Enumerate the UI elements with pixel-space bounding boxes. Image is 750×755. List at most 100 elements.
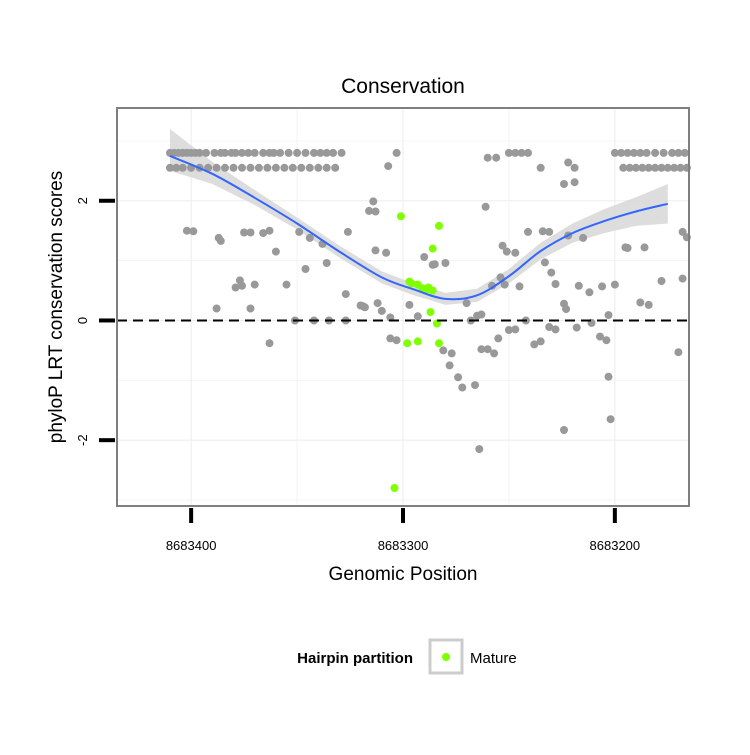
data-point	[305, 163, 314, 172]
data-point	[373, 299, 382, 308]
data-point	[392, 336, 401, 345]
data-point	[202, 148, 210, 157]
data-point-mature	[413, 337, 422, 346]
data-point	[343, 227, 352, 236]
data-point	[189, 227, 198, 236]
smooth-line	[169, 154, 669, 301]
data-point	[166, 163, 174, 172]
data-point	[511, 325, 520, 334]
data-point	[210, 148, 219, 157]
points-all-layer	[166, 148, 691, 454]
data-point	[564, 158, 573, 167]
data-point	[636, 148, 645, 157]
data-point	[475, 445, 484, 454]
data-point	[254, 163, 263, 172]
data-point	[305, 233, 314, 242]
data-point	[657, 277, 666, 285]
data-point	[369, 197, 378, 206]
data-point	[386, 334, 395, 343]
data-point	[524, 227, 532, 236]
gridlines	[117, 108, 689, 506]
data-point	[172, 163, 181, 172]
data-point	[384, 162, 393, 171]
data-point	[231, 148, 240, 157]
data-point-mature	[435, 339, 443, 348]
data-point	[216, 236, 225, 245]
data-point	[238, 148, 246, 157]
data-point	[640, 243, 649, 252]
data-point	[680, 148, 689, 157]
data-point	[598, 282, 607, 291]
data-point-mature	[428, 244, 437, 253]
data-point	[322, 163, 331, 172]
data-point	[445, 361, 454, 370]
legend-title: Hairpin partition	[297, 650, 413, 667]
data-point	[545, 227, 554, 236]
data-point	[221, 148, 229, 157]
data-point	[678, 274, 687, 283]
data-point	[540, 258, 549, 267]
data-point	[663, 163, 672, 172]
data-point	[341, 290, 350, 299]
data-point	[496, 273, 505, 282]
data-point	[551, 325, 560, 334]
data-point	[405, 300, 414, 309]
data-point	[483, 345, 492, 354]
data-point	[606, 415, 615, 424]
plot-panel-border	[116, 107, 690, 507]
smooth-line-layer	[169, 154, 669, 301]
data-point	[560, 180, 568, 188]
y-tick-label: -2	[75, 434, 90, 446]
data-point	[625, 163, 634, 172]
data-point	[502, 247, 511, 256]
data-point	[259, 148, 268, 157]
x-tick-label: 8683200	[590, 538, 641, 553]
data-point	[276, 148, 285, 157]
data-point	[560, 426, 568, 434]
data-point	[259, 229, 268, 238]
data-point	[596, 332, 604, 341]
data-point	[322, 148, 331, 157]
data-point	[572, 323, 581, 332]
data-point-mature	[426, 308, 435, 317]
data-point	[562, 305, 571, 314]
data-point	[619, 163, 628, 172]
data-point	[623, 244, 632, 252]
data-point	[481, 202, 490, 211]
data-point	[610, 148, 619, 157]
data-point	[524, 148, 532, 157]
data-point	[458, 383, 467, 392]
legend: Hairpin partition Mature	[297, 638, 517, 675]
data-point	[570, 163, 579, 172]
legend-label-mature: Mature	[470, 650, 517, 667]
data-point-mature	[403, 339, 412, 348]
data-point	[536, 337, 545, 346]
data-point	[244, 148, 253, 157]
data-point	[263, 163, 272, 172]
data-point	[678, 227, 687, 236]
data-point	[392, 148, 401, 157]
data-point	[439, 346, 448, 355]
data-point	[178, 163, 187, 172]
data-point	[238, 281, 246, 290]
data-point	[280, 163, 289, 172]
data-point	[511, 248, 520, 257]
data-point	[284, 148, 293, 157]
data-point	[674, 148, 683, 157]
data-point	[623, 148, 632, 157]
data-point	[483, 153, 492, 162]
data-point	[382, 248, 391, 257]
data-point-mature	[413, 280, 422, 289]
data-point	[250, 280, 259, 289]
y-tick-label: 2	[75, 197, 90, 204]
data-point	[413, 312, 422, 321]
data-point	[430, 260, 439, 269]
data-point	[604, 372, 613, 381]
data-point	[238, 163, 246, 172]
data-point	[271, 163, 280, 172]
data-point	[636, 298, 645, 307]
data-point	[371, 207, 380, 216]
data-point	[288, 163, 297, 172]
data-point	[617, 148, 626, 157]
data-point	[676, 163, 685, 172]
